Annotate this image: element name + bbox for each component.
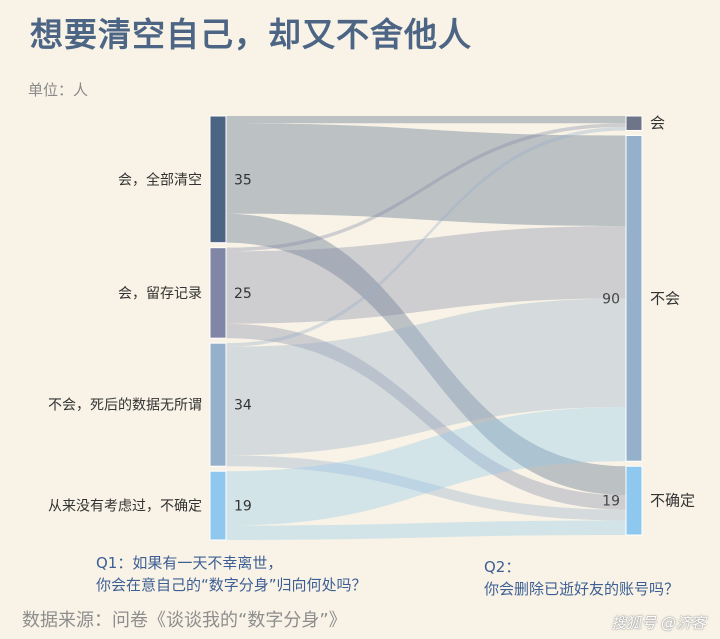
sankey-link bbox=[226, 323, 626, 510]
left-node-label: 从来没有考虑过，不确定 bbox=[48, 499, 202, 515]
left-node-bar bbox=[209, 342, 227, 467]
q1-line1: Q1：如果有一天不幸离世， bbox=[96, 554, 283, 572]
left-node-value: 35 bbox=[234, 172, 252, 188]
right-node-bar bbox=[625, 115, 643, 131]
sankey-link bbox=[226, 123, 626, 252]
q2-caption: Q2： 你会删除已逝好友的账号吗？ bbox=[484, 556, 679, 600]
left-node-bar bbox=[209, 115, 227, 244]
sankey-nodes bbox=[209, 115, 643, 541]
sankey-link bbox=[226, 116, 626, 124]
data-source: 数据来源：问卷《谈谈我的“数字分身”》 bbox=[22, 610, 347, 631]
sankey-labels: 会，全部清空 35 会，留存记录 25 不会，死后的数据无所谓 34 从来没有考虑过，不确定… bbox=[48, 114, 695, 514]
left-node-bar bbox=[209, 470, 227, 541]
q1-caption: Q1：如果有一天不幸离世， 你会在意自己的“数字分身”归向何处吗？ bbox=[96, 552, 367, 596]
left-node-label: 会，全部清空 bbox=[118, 171, 202, 188]
sankey-links bbox=[226, 116, 626, 540]
q2-line1: Q2： bbox=[484, 558, 521, 576]
right-node-label: 不确定 bbox=[650, 492, 695, 510]
sankey-link bbox=[226, 123, 626, 226]
right-node-bar bbox=[625, 134, 643, 462]
right-node-label: 不会 bbox=[650, 289, 680, 307]
chart-title: 想要清空自己，却又不舍他人 bbox=[30, 15, 472, 54]
unit-label: 单位：人 bbox=[28, 81, 89, 99]
sankey-link bbox=[226, 213, 626, 496]
right-node-value: 90 bbox=[602, 291, 620, 307]
right-node-value: 19 bbox=[602, 494, 620, 510]
left-node-bar bbox=[209, 247, 227, 339]
sankey-link bbox=[226, 520, 626, 540]
left-node-value: 34 bbox=[234, 398, 252, 414]
watermark: 搜狐号 @济客 bbox=[611, 614, 706, 632]
sankey-link bbox=[226, 406, 626, 526]
sankey-link bbox=[226, 455, 626, 521]
sankey-link bbox=[226, 225, 626, 324]
q2-line2: 你会删除已逝好友的账号吗？ bbox=[484, 580, 680, 598]
left-node-label: 会，留存记录 bbox=[118, 286, 202, 302]
sankey-link bbox=[226, 126, 626, 347]
left-node-value: 19 bbox=[234, 499, 252, 515]
left-node-label: 不会，死后的数据无所谓 bbox=[48, 398, 202, 414]
right-node-bar bbox=[625, 465, 643, 536]
q1-line2: 你会在意自己的“数字分身”归向何处吗？ bbox=[96, 576, 367, 594]
sankey-link bbox=[226, 298, 626, 456]
left-node-value: 25 bbox=[234, 286, 252, 302]
right-node-label: 会 bbox=[650, 114, 665, 132]
